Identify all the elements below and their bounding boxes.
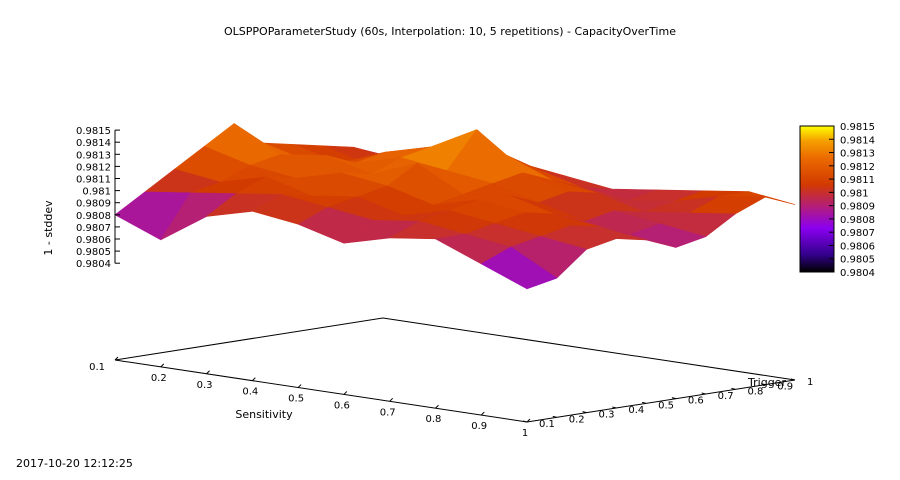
- x-tick: [206, 370, 210, 375]
- colorbar-tick-label: 0.9804: [840, 268, 875, 279]
- back-left-edge: [114, 317, 384, 361]
- y-tick-label: 0.6: [688, 396, 704, 407]
- x-tick: [343, 391, 348, 395]
- z-tick-label: 0.9813: [76, 150, 111, 161]
- x-tick: [297, 384, 302, 388]
- chart-title: OLSPPOParameterStudy (60s, Interpolation…: [224, 25, 676, 38]
- z-tick-label: 0.9806: [76, 235, 111, 246]
- x-tick-label: 0.3: [197, 380, 213, 391]
- z-tick-label: 0.9815: [76, 126, 111, 137]
- y-tick-label: 0.3: [599, 410, 615, 421]
- colorbar-tick-label: 0.981: [840, 188, 869, 199]
- x-tick-label: 0.5: [288, 394, 304, 405]
- axes: 0.2 0.3 0.4 0.5 0.6 0.7 0.8 0.9 1 0.1 0.2 0.3 0.4 0.5…: [76, 126, 813, 439]
- y-tick-label: 1: [807, 377, 813, 388]
- y-tick: [552, 415, 557, 418]
- x-tick: [160, 363, 165, 368]
- z-tick-label: 0.981: [82, 187, 111, 198]
- x-tick-label: 0.2: [151, 373, 167, 384]
- y-tick-label: 0.4: [628, 405, 644, 416]
- y-tick-label: 0.2: [569, 414, 585, 425]
- y-tick-label: 0.1: [539, 419, 555, 430]
- surface-patch: [480, 246, 558, 290]
- colorbar-tick-label: 0.9811: [840, 175, 875, 186]
- y-tick: [522, 420, 528, 423]
- back-edge: [382, 317, 796, 381]
- x-tick-label: 1: [522, 428, 528, 439]
- x-tick: [114, 356, 119, 361]
- y-axis-line: [526, 379, 796, 423]
- y-tick: [582, 411, 587, 414]
- colorbar-tick-label: 0.9808: [840, 215, 875, 226]
- y-axis-label: Trigger: [747, 376, 786, 389]
- z-tick-label: 0.9814: [76, 138, 111, 149]
- z-tick-label: 0.9812: [76, 162, 111, 173]
- x-tick-label: 0.9: [471, 421, 487, 432]
- z-tick-label: 0.9804: [76, 259, 111, 270]
- y-tick: [671, 397, 677, 400]
- x-tick-label: 0.6: [334, 400, 350, 411]
- y-tick-label: 0.9: [777, 382, 793, 393]
- surface-mesh: [114, 123, 796, 290]
- x-tick-label: 0.8: [425, 414, 441, 425]
- y-tick: [790, 378, 796, 381]
- timestamp: 2017-10-20 12:12:25: [16, 457, 133, 470]
- colorbar-tick-label: 0.9805: [840, 255, 875, 266]
- x-tick: [389, 397, 394, 402]
- z-tick-label: 0.9811: [76, 175, 111, 186]
- x-axis-line: [114, 359, 528, 423]
- y-tick: [761, 383, 766, 386]
- z-tick-label: 0.9807: [76, 223, 111, 234]
- y-tick: [701, 392, 706, 395]
- colorbar-tick-label: 0.9815: [840, 122, 875, 133]
- z-axis-label: 1 - stddev: [42, 200, 55, 256]
- colorbar-ticks: 0.9815 0.9814 0.9813 0.9812 0.9811 0.981 0.980…: [829, 122, 875, 279]
- z-tick-label: 0.9805: [76, 247, 111, 258]
- origin-tick-label: 0.1: [89, 362, 105, 373]
- x-tick: [435, 404, 439, 409]
- colorbar-tick-label: 0.9807: [840, 228, 875, 239]
- y-tick: [641, 401, 647, 404]
- x-tick-label: 0.4: [242, 387, 258, 398]
- z-tick-label: 0.9809: [76, 199, 111, 210]
- colorbar-tick-label: 0.9806: [840, 241, 875, 252]
- x-tick: [526, 418, 531, 423]
- colorbar-tick-label: 0.9809: [840, 202, 875, 213]
- y-tick-label: 0.5: [658, 400, 674, 411]
- colorbar-tick-label: 0.9813: [840, 149, 875, 160]
- y-tick: [612, 406, 617, 409]
- y-tick-label: 0.7: [718, 391, 734, 402]
- colorbar-tick-label: 0.9812: [840, 162, 875, 173]
- x-axis-label: Sensitivity: [235, 408, 293, 421]
- x-tick-label: 0.7: [380, 407, 396, 418]
- colorbar-tick-label: 0.9814: [840, 135, 875, 146]
- x-tick: [480, 411, 485, 416]
- colorbar: [799, 125, 835, 273]
- z-tick-label: 0.9808: [76, 211, 111, 222]
- x-tick: [251, 377, 256, 382]
- y-tick: [731, 387, 736, 390]
- y-tick-label: 0.8: [747, 386, 763, 397]
